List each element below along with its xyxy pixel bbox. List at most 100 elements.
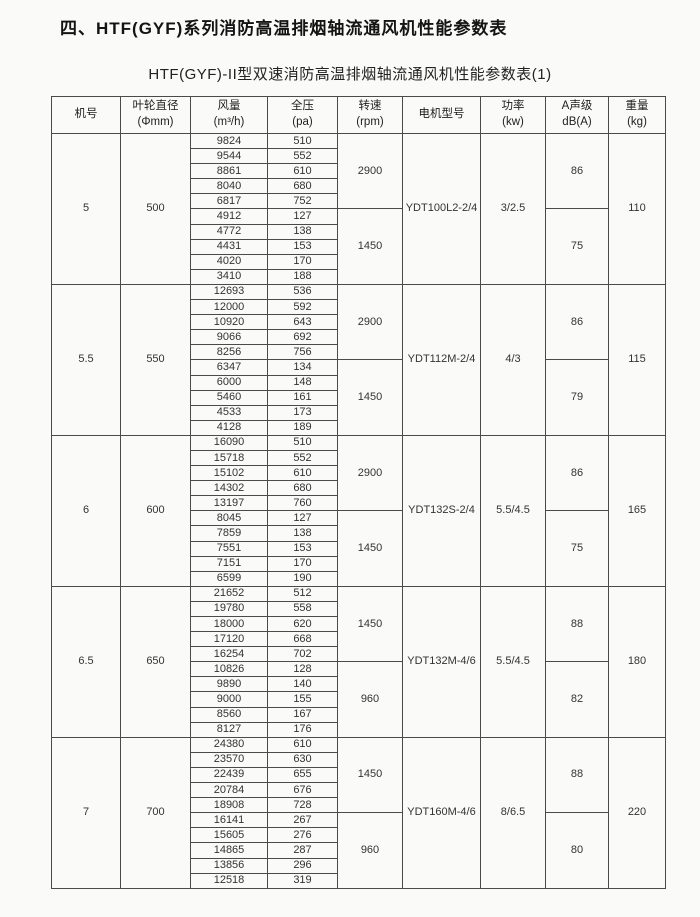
cell-motor-model: YDT160M-4/6 [402,736,481,889]
cell-total-pressure: 155 [267,691,338,708]
cell-total-pressure: 140 [267,676,338,693]
cell-total-pressure: 287 [267,842,338,859]
table-row: 14865 287 [52,842,666,859]
table-row: 16254 702 [52,646,666,663]
table-row: 6000 148 [52,374,666,391]
col-header-total-pressure: 全压 (pa) [267,96,338,134]
table-row: 9544 552 [52,148,666,165]
cell-total-pressure: 127 [267,208,338,225]
cell-impeller-diameter: 650 [120,585,191,738]
cell-power: 5.5/4.5 [480,585,546,738]
table-row: 22439 655 [52,766,666,784]
cell-air-volume: 13197 [190,495,268,512]
cell-total-pressure: 176 [267,721,338,738]
cell-speed: 1450 [337,208,403,285]
col-header-speed: 转速 (rpm) [337,96,403,134]
cell-speed: 1450 [337,510,403,587]
table-row: 3410 188 [52,268,666,285]
cell-weight: 180 [608,585,666,738]
cell-power: 8/6.5 [480,736,546,889]
cell-motor-model: YDT132S-2/4 [402,434,481,587]
cell-total-pressure: 190 [267,570,338,587]
cell-air-volume: 7551 [190,540,268,557]
page-title: 四、HTF(GYF)系列消防高温排烟轴流通风机性能参数表 [60,19,508,38]
cell-total-pressure: 680 [267,178,338,195]
table-subtitle: HTF(GYF)-II型双速消防高温排烟轴流通风机性能参数表(1) [148,66,552,83]
cell-air-volume: 8045 [190,510,268,527]
cell-total-pressure: 161 [267,389,338,406]
cell-impeller-diameter: 600 [120,434,191,587]
cell-total-pressure: 138 [267,525,338,542]
cell-air-volume: 13856 [190,857,268,874]
cell-total-pressure: 610 [267,736,338,753]
cell-total-pressure: 630 [267,751,338,768]
col-header-power: 功率 (kw) [480,96,546,134]
cell-model-no: 6.5 [51,585,121,738]
cell-total-pressure: 170 [267,253,338,270]
cell-motor-model: YDT132M-4/6 [402,585,481,738]
cell-air-volume: 6599 [190,570,268,587]
cell-air-volume: 19780 [190,600,268,618]
table-body: 5 500 9824 510 2900 YDT100L2-2/4 3/2.5 86 110 954… [51,132,666,889]
table-row: 6.5 650 21652 512 1450 YDT132M-4/6 5.5/4.5 88 18… [51,585,666,738]
cell-total-pressure: 592 [267,299,338,316]
table-row: 9000 155 [52,691,666,708]
cell-air-volume: 9066 [190,329,268,346]
cell-noise-level: 75 [545,510,609,587]
cell-noise-level: 86 [545,132,609,210]
cell-total-pressure: 552 [267,148,338,165]
cell-air-volume: 4128 [190,419,268,436]
table-row: 18908 728 [52,797,666,814]
cell-speed: 1450 [337,585,403,663]
cell-weight: 220 [608,736,666,889]
cell-total-pressure: 643 [267,314,338,331]
cell-total-pressure: 536 [267,283,338,301]
cell-speed: 1450 [337,736,403,814]
cell-air-volume: 7859 [190,525,268,542]
cell-noise-level: 75 [545,208,609,285]
cell-speed: 1450 [337,359,403,436]
cell-air-volume: 9544 [190,148,268,165]
cell-air-volume: 14865 [190,842,268,859]
cell-noise-level: 86 [545,283,609,361]
cell-total-pressure: 510 [267,434,338,451]
cell-air-volume: 15718 [190,449,268,467]
table-row: 20784 676 [52,782,666,799]
table-row: 4533 173 [52,404,666,421]
cell-noise-level: 88 [545,736,609,814]
cell-air-volume: 16254 [190,646,268,663]
cell-total-pressure: 558 [267,600,338,618]
cell-total-pressure: 167 [267,706,338,723]
cell-power: 3/2.5 [480,133,546,285]
cell-motor-model: YDT100L2-2/4 [402,133,481,285]
cell-air-volume: 15605 [190,827,268,844]
col-header-weight: 重量 (kg) [608,96,666,134]
cell-air-volume: 22439 [190,766,268,784]
cell-air-volume: 8861 [190,163,268,180]
cell-air-volume: 23570 [190,751,268,768]
cell-total-pressure: 610 [267,465,338,482]
cell-air-volume: 20784 [190,782,268,799]
cell-total-pressure: 610 [267,163,338,180]
cell-impeller-diameter: 500 [120,133,191,285]
cell-total-pressure: 655 [267,766,338,784]
cell-speed: 960 [337,661,403,738]
cell-air-volume: 6000 [190,374,268,391]
cell-speed: 2900 [337,434,403,512]
cell-air-volume: 14302 [190,480,268,497]
cell-total-pressure: 760 [267,495,338,512]
cell-weight: 110 [608,133,666,285]
cell-total-pressure: 728 [267,797,338,814]
cell-impeller-diameter: 700 [120,736,191,889]
cell-air-volume: 8560 [190,706,268,723]
cell-total-pressure: 170 [267,555,338,572]
cell-speed: 2900 [337,132,403,210]
cell-noise-level: 79 [545,359,609,436]
document-page: 四、HTF(GYF)系列消防高温排烟轴流通风机性能参数表 HTF(GYF)-II… [0,14,700,889]
cell-total-pressure: 153 [267,238,338,255]
cell-air-volume: 4020 [190,253,268,270]
cell-total-pressure: 692 [267,329,338,346]
cell-total-pressure: 153 [267,540,338,557]
cell-total-pressure: 128 [267,661,338,678]
cell-total-pressure: 512 [267,585,338,602]
